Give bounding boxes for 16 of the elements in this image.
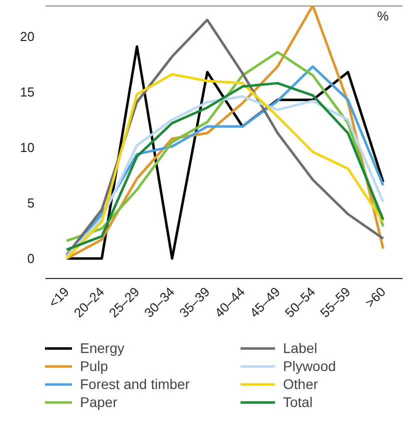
legend-label: Pulp <box>80 358 108 374</box>
annotation: % <box>377 8 390 24</box>
y-tick-label: 10 <box>20 140 35 156</box>
x-tick-label: >60 <box>362 284 388 310</box>
legend-label: Other <box>283 376 318 392</box>
y-tick-label: 20 <box>20 29 35 44</box>
legend-label: Forest and timber <box>80 376 190 392</box>
legend-label: Label <box>283 340 318 356</box>
y-tick-label: 0 <box>27 251 35 266</box>
x-tick-label: <19 <box>46 284 72 310</box>
y-tick-label: 5 <box>27 196 35 211</box>
legend-label: Plywood <box>283 358 336 374</box>
legend-label: Total <box>283 394 313 410</box>
y-tick-label: 15 <box>20 84 35 100</box>
legend-label: Energy <box>80 340 124 356</box>
legend-label: Paper <box>80 394 118 410</box>
